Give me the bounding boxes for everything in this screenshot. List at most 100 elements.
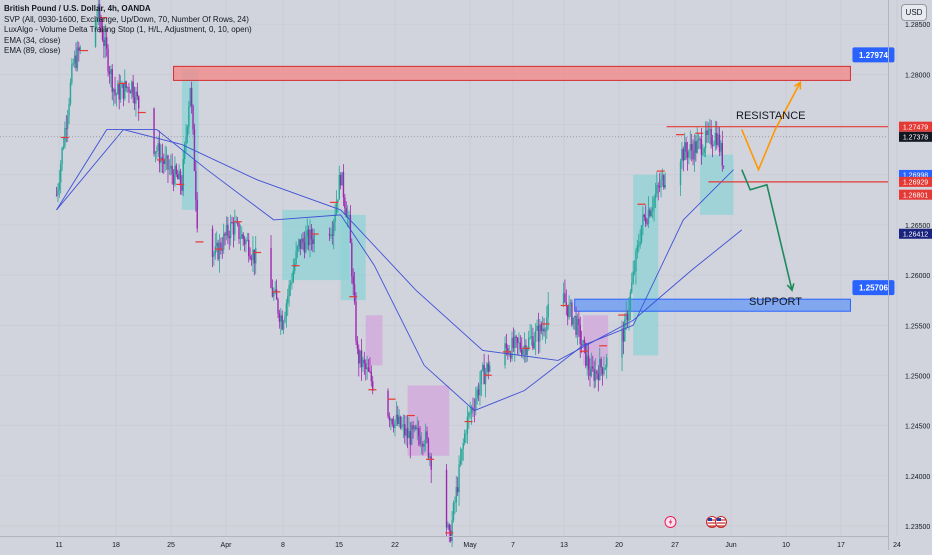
time-tick-label: May xyxy=(463,542,477,549)
candle-body xyxy=(196,199,198,229)
time-tick-label: 25 xyxy=(167,542,175,549)
candle-body xyxy=(164,158,166,165)
candle-body xyxy=(239,238,242,240)
candle-body xyxy=(633,271,636,273)
candle-body xyxy=(484,371,487,385)
price-axis[interactable]: 1.230001.235001.240001.245001.250001.255… xyxy=(888,0,931,550)
candles xyxy=(55,0,725,547)
candle-body xyxy=(465,433,467,435)
time-tick-label: 8 xyxy=(281,542,285,549)
price-tick-label: 1.28000 xyxy=(905,72,930,79)
volume-profile-box xyxy=(365,315,383,366)
candle-body xyxy=(419,436,421,445)
candle-body xyxy=(168,168,171,170)
candle-body xyxy=(104,37,106,46)
ema-34-line xyxy=(56,129,734,412)
candle-body xyxy=(707,130,710,135)
us-flag-icon[interactable] xyxy=(715,516,727,528)
candle-body xyxy=(700,139,703,155)
resistance-zone[interactable] xyxy=(173,65,851,81)
candle-body xyxy=(388,416,391,421)
candle-body xyxy=(427,439,430,458)
candle-body xyxy=(412,424,414,430)
time-tick-label: Apr xyxy=(221,542,233,549)
us-flag-icon[interactable] xyxy=(706,516,718,528)
candle-body xyxy=(511,337,513,359)
price-axis-tag xyxy=(899,189,932,200)
candle-body xyxy=(94,20,97,48)
candle-body xyxy=(277,299,279,314)
price-tick-label: 1.24500 xyxy=(905,424,930,431)
candle-body xyxy=(55,194,58,196)
candle-body xyxy=(124,81,126,99)
candle-body xyxy=(685,142,687,152)
candle-body xyxy=(278,313,281,322)
candle-body xyxy=(706,130,708,135)
symbol-title[interactable]: British Pound / U.S. Dollar, 4h, OANDA xyxy=(4,4,151,13)
currency-button[interactable]: USD xyxy=(901,4,927,21)
candle-body xyxy=(118,84,120,100)
candle-body xyxy=(72,63,74,65)
candle-body xyxy=(306,229,308,237)
candle-body xyxy=(220,242,222,250)
candle-body xyxy=(635,251,637,272)
candle-body xyxy=(62,146,65,148)
candle-body xyxy=(586,355,588,366)
candle-body xyxy=(688,150,690,158)
candle-body xyxy=(469,412,471,414)
candle-body xyxy=(576,318,579,335)
candle-body xyxy=(227,224,229,237)
candle-body xyxy=(638,245,640,247)
candle-body xyxy=(398,416,400,424)
candle-body xyxy=(65,128,67,130)
price-tick-label: 1.25500 xyxy=(905,323,930,330)
support-label: SUPPORT xyxy=(749,296,802,308)
candle-body xyxy=(394,420,396,428)
support-zone[interactable] xyxy=(574,298,851,312)
candle-body xyxy=(723,165,725,167)
candle-body xyxy=(179,171,182,186)
candle-body xyxy=(390,419,392,421)
candle-body xyxy=(475,398,477,410)
candle-body xyxy=(514,336,516,349)
candle-body xyxy=(695,141,697,153)
time-tick-label: 7 xyxy=(511,542,515,549)
candle-body xyxy=(154,151,157,154)
candle-body xyxy=(353,284,356,302)
candle-body xyxy=(519,342,522,350)
candle-body xyxy=(296,246,299,252)
volume-profile-box xyxy=(700,154,734,215)
candle-body xyxy=(606,357,608,368)
indicator-ema-89[interactable]: EMA (89, close) xyxy=(4,46,61,56)
candle-body xyxy=(339,174,342,186)
candle-body xyxy=(422,443,424,447)
indicator-luxalgo[interactable]: LuxAlgo - Volume Delta Trailing Stop (1,… xyxy=(4,25,252,35)
candle-body xyxy=(709,129,711,131)
price-axis-value: 1.27479 xyxy=(903,124,928,131)
time-tick-label: 24 xyxy=(893,542,901,549)
candle-body xyxy=(456,487,459,493)
indicator-svp[interactable]: SVP (All, 0930-1600, Exchange, Up/Down, … xyxy=(4,14,249,24)
zone-price-tag xyxy=(852,47,895,63)
candle-body xyxy=(703,148,705,154)
candle-body xyxy=(392,424,395,428)
candle-body xyxy=(367,367,370,372)
candle-body xyxy=(313,233,315,244)
candle-body xyxy=(303,242,306,253)
candle-body xyxy=(452,502,455,521)
candle-body xyxy=(177,174,179,180)
time-tick-label: 13 xyxy=(560,542,568,549)
indicator-ema-34[interactable]: EMA (34, close) xyxy=(4,35,61,45)
candle-body xyxy=(690,143,693,151)
candle-body xyxy=(417,428,420,437)
candle-body xyxy=(718,134,721,152)
candle-body xyxy=(328,233,331,236)
candle-body xyxy=(579,325,581,345)
time-axis[interactable]: 11 18 25 Apr 8 15 22 May 7 13 20 27 Jun 10 17 24 xyxy=(0,536,901,550)
candle-body xyxy=(522,348,524,355)
bearish-projection-line xyxy=(741,169,793,291)
candle-body xyxy=(399,416,402,428)
candle-body xyxy=(307,229,310,246)
candle-body xyxy=(601,367,604,375)
